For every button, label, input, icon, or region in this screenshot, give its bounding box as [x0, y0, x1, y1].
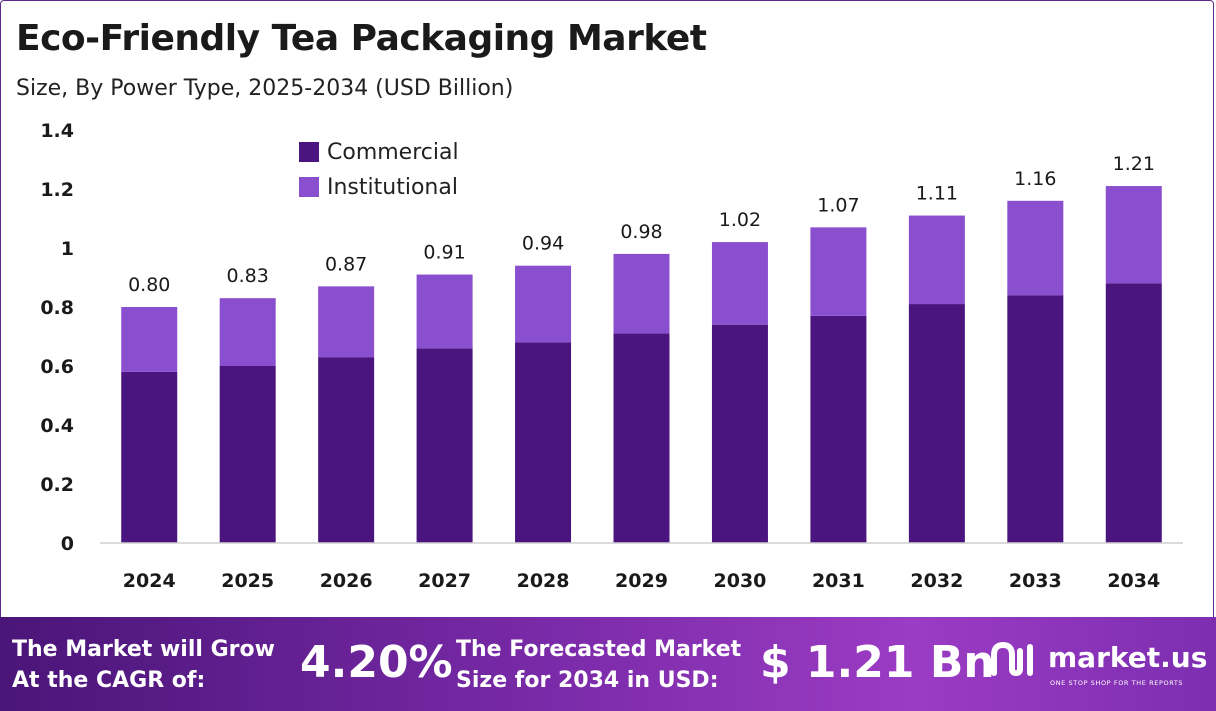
bar-commercial-2026 — [318, 357, 375, 543]
chart-subtitle: Size, By Power Type, 2025-2034 (USD Bill… — [16, 76, 514, 101]
bar-institutional-2026 — [318, 286, 375, 358]
bar-total-label: 0.94 — [522, 233, 564, 255]
bar-institutional-2029 — [613, 253, 670, 334]
x-tick-label: 2027 — [418, 570, 471, 592]
bar-institutional-2034 — [1105, 186, 1162, 284]
y-tick-label: 1 — [61, 238, 74, 260]
bar-commercial-2030 — [711, 324, 768, 543]
forecast-label-line1: The Forecasted Market — [456, 637, 742, 662]
bar-institutional-2024 — [121, 307, 178, 372]
bar-total-label: 0.83 — [227, 265, 269, 287]
bar-chart: 0 0.2 0.4 0.6 0.8 1 1.2 1.4 0.80 2024 0.83 2025 0.87… — [40, 120, 1183, 592]
footer-banner: The Market will Grow At the CAGR of: 4.2… — [0, 617, 1216, 711]
bar-total-label: 0.98 — [620, 221, 662, 243]
bar-commercial-2028 — [515, 342, 572, 543]
brand-tagline: ONE STOP SHOP FOR THE REPORTS — [1050, 679, 1184, 687]
x-tick-label: 2034 — [1107, 570, 1160, 592]
forecast-label: The Forecasted Market Size for 2034 in U… — [456, 634, 756, 696]
bar-commercial-2031 — [810, 315, 867, 543]
bar-total-label: 0.80 — [128, 274, 170, 296]
y-tick-label: 0.4 — [40, 415, 74, 437]
bar-commercial-2027 — [416, 348, 473, 543]
legend-swatch-institutional — [299, 177, 319, 197]
forecast-label-line2: Size for 2034 in USD: — [456, 668, 719, 693]
bar-commercial-2034 — [1105, 283, 1162, 543]
bar-commercial-2029 — [613, 333, 670, 543]
forecast-value: $ 1.21 Bn — [760, 637, 995, 688]
brand-logo[interactable]: market.us ONE STOP SHOP FOR THE REPORTS — [990, 639, 1210, 695]
y-tick-label: 0.6 — [40, 356, 74, 378]
legend-label-commercial: Commercial — [327, 140, 459, 165]
legend-label-institutional: Institutional — [327, 175, 458, 200]
cagr-label-line1: The Market will Grow — [12, 637, 275, 662]
bar-institutional-2032 — [908, 215, 965, 305]
bar-total-label: 1.16 — [1014, 168, 1056, 190]
cagr-label-line2: At the CAGR of: — [12, 668, 206, 693]
bar-total-label: 0.91 — [423, 242, 465, 264]
x-tick-label: 2030 — [714, 570, 767, 592]
bar-institutional-2025 — [219, 298, 276, 366]
x-tick-label: 2025 — [221, 570, 274, 592]
brand-name: market.us — [1048, 641, 1208, 674]
x-tick-label: 2026 — [320, 570, 373, 592]
bar-institutional-2031 — [810, 227, 867, 316]
cagr-label: The Market will Grow At the CAGR of: — [12, 634, 312, 696]
x-tick-label: 2029 — [615, 570, 668, 592]
x-tick-label: 2032 — [910, 570, 963, 592]
bar-institutional-2028 — [515, 265, 572, 343]
chart-title: Eco-Friendly Tea Packaging Market — [16, 18, 707, 59]
x-tick-label: 2033 — [1009, 570, 1062, 592]
y-tick-label: 0.8 — [40, 297, 74, 319]
bar-commercial-2033 — [1007, 295, 1064, 543]
y-tick-label: 0.2 — [40, 474, 74, 496]
y-tick-label: 1.2 — [40, 179, 74, 201]
bar-total-label: 1.11 — [916, 183, 958, 205]
cagr-value: 4.20% — [300, 637, 453, 688]
x-tick-label: 2028 — [517, 570, 570, 592]
x-tick-label: 2031 — [812, 570, 865, 592]
bar-total-label: 0.87 — [325, 253, 367, 275]
bar-institutional-2033 — [1007, 200, 1064, 296]
bar-commercial-2025 — [219, 366, 276, 543]
bar-commercial-2032 — [908, 304, 965, 543]
bar-total-label: 1.02 — [719, 209, 761, 231]
y-tick-label: 0 — [61, 533, 74, 555]
y-tick-label: 1.4 — [40, 120, 74, 142]
market-us-logo-icon — [991, 641, 1033, 677]
legend-swatch-commercial — [299, 142, 319, 162]
bar-total-label: 1.21 — [1113, 153, 1155, 175]
bar-institutional-2030 — [711, 242, 768, 325]
x-tick-label: 2024 — [123, 570, 176, 592]
bar-commercial-2024 — [121, 371, 178, 543]
bar-total-label: 1.07 — [817, 194, 859, 216]
bar-institutional-2027 — [416, 274, 473, 349]
